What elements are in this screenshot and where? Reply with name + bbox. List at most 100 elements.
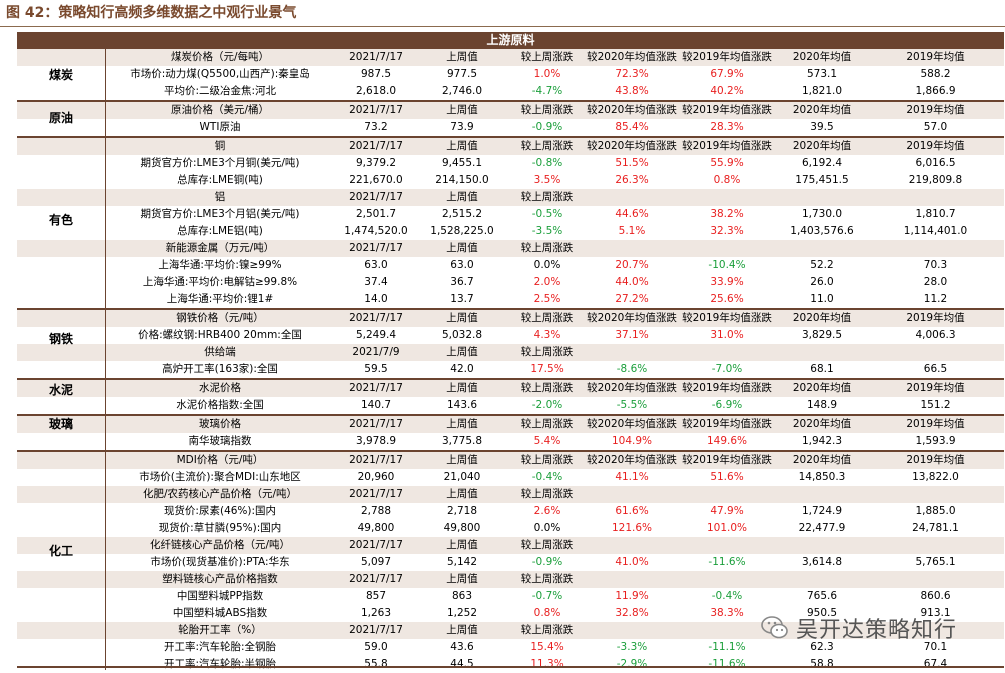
date-value: 2,501.7 (355, 208, 397, 220)
item-name: 中国塑料城PP指数 (176, 590, 264, 602)
item-name: 期货官方价:LME3个月铜(美元/吨) (140, 157, 300, 169)
vs-2019-change: 38.2% (710, 208, 744, 220)
vs-2020-change: 41.1% (615, 471, 649, 483)
table-row: 上海华通:平均价:电解钴≥99.8% 37.4 36.7 2.0% 44.0% 33.9%… (17, 274, 1004, 291)
title-rule (0, 26, 1005, 27)
avg-2019: 66.5 (923, 363, 948, 375)
vs-2020-change (587, 486, 677, 503)
table-header-row: 钢铁价格（元/吨） 2021/7/17 上周值 较上周涨跌 较2020年均值涨跌 较201… (17, 308, 1004, 327)
vs-2020-change: 85.4% (615, 121, 649, 133)
last-week: 5,032.8 (441, 329, 483, 341)
date-value: 2021/7/17 (349, 191, 403, 203)
vs-2019-change: -10.4% (708, 259, 746, 271)
last-week: 863 (451, 590, 473, 602)
wow-change: -0.9% (531, 556, 563, 568)
date-value: 2021/7/17 (349, 454, 403, 466)
wow-change: 较上周涨跌 (520, 573, 574, 585)
vs-2020-change (587, 537, 677, 554)
date-value: 1,474,520.0 (344, 225, 408, 237)
avg-2020: 2020年均值 (792, 140, 852, 152)
vs-2019-change: -6.9% (711, 399, 743, 411)
vs-2019-change: 0.8% (713, 174, 741, 186)
item-name: 南华玻璃指数 (188, 435, 252, 447)
table-header-row: 供给端 2021/7/9 上周值 较上周涨跌 (17, 344, 1004, 361)
last-week: 9,455.1 (441, 157, 483, 169)
avg-2019: 2019年均值 (906, 418, 965, 430)
vs-2020-change: 较2020年均值涨跌 (587, 418, 677, 430)
table-header-row: 铜 2021/7/17 上周值 较上周涨跌 较2020年均值涨跌 较2019年均值涨跌 20… (17, 136, 1004, 155)
date-value: 987.5 (360, 68, 392, 80)
item-name: 铜 (214, 140, 226, 152)
last-week: 3,775.8 (441, 435, 483, 447)
table-header-row: 化肥/农药核心产品价格（元/吨） 2021/7/17 上周值 较上周涨跌 (17, 486, 1004, 503)
vs-2019-change: 33.9% (710, 276, 744, 288)
vs-2019-change: 较2019年均值涨跌 (682, 51, 772, 63)
vs-2020-change: -2.9% (616, 658, 648, 670)
vs-2020-change (587, 240, 677, 257)
vs-2019-change: 149.6% (706, 435, 748, 447)
vs-2019-change: 32.3% (710, 225, 744, 237)
date-value: 857 (365, 590, 387, 602)
avg-2019: 2019年均值 (906, 382, 965, 394)
vs-2020-change: 较2020年均值涨跌 (587, 104, 677, 116)
last-week: 2,718 (446, 505, 478, 517)
table-row: 水泥价格指数:全国 140.7 143.6 -2.0% -5.5% -6.9% 148.9 1… (17, 397, 1004, 414)
table-header-row: 轮胎开工率（%） 2021/7/17 上周值 较上周涨跌 (17, 622, 1004, 639)
wow-change: 2.0% (533, 276, 561, 288)
wow-change: -4.7% (531, 85, 563, 97)
avg-2020: 22,477.9 (798, 522, 846, 534)
item-name: 现货价:尿素(46%):国内 (163, 505, 277, 517)
avg-2019: 1,866.9 (915, 85, 956, 97)
wow-change: -0.8% (531, 157, 563, 169)
watermark-text: 吴开达策略知行 (796, 618, 958, 643)
table-row: 上海华通:平均价:锂1# 14.0 13.7 2.5% 27.2% 25.6% 11.0 11… (17, 291, 1004, 308)
wechat-logo-icon (761, 616, 788, 639)
vs-2020-change: 26.3% (615, 174, 649, 186)
avg-2019: 24,781.1 (912, 522, 959, 534)
date-value: 2021/7/17 (349, 51, 403, 63)
table-row: 总库存:LME铜(吨) 221,670.0 214,150.0 3.5% 26.3% 0.… (17, 172, 1004, 189)
wow-change: 17.5% (530, 363, 564, 375)
vs-2020-change: 44.0% (615, 276, 649, 288)
wow-change: -0.9% (531, 121, 563, 133)
vs-2019-change: -7.0% (711, 363, 743, 375)
last-week: 43.6 (450, 641, 474, 653)
last-week: 36.7 (450, 276, 474, 288)
item-name: 煤炭价格（元/每吨） (170, 51, 270, 63)
avg-2019: 70.1 (923, 641, 948, 653)
avg-2019: 151.2 (920, 399, 951, 411)
last-week: 21,040 (443, 471, 481, 483)
date-value: 59.5 (364, 363, 388, 375)
avg-2019: 4,006.3 (915, 329, 956, 341)
table-row: 期货官方价:LME3个月铝(美元/吨) 2,501.7 2,515.2 -0.5% 44… (17, 206, 1004, 223)
avg-2020: 148.9 (806, 399, 838, 411)
wow-change: 0.8% (533, 607, 561, 619)
group-label: 有色 (48, 212, 73, 227)
avg-2020: 2020年均值 (792, 104, 852, 116)
item-name: 上海华通:平均价:电解钴≥99.8% (142, 276, 298, 288)
avg-2020 (777, 344, 867, 361)
avg-2019: 860.6 (920, 590, 951, 602)
item-name: 期货官方价:LME3个月铝(美元/吨) (140, 208, 300, 220)
last-week: 上周值 (446, 242, 478, 254)
vs-2020-change: 5.1% (618, 225, 646, 237)
last-week: 143.6 (446, 399, 478, 411)
avg-2020 (777, 571, 867, 588)
vs-2019-change: 55.9% (710, 157, 744, 169)
date-value: 63.0 (364, 259, 388, 271)
avg-2019: 2019年均值 (906, 140, 965, 152)
wow-change: -2.0% (531, 399, 563, 411)
group-label: 化工 (48, 544, 73, 558)
date-value: 140.7 (360, 399, 392, 411)
vs-2020-change: 121.6% (611, 522, 653, 534)
wow-change: 3.5% (533, 174, 561, 186)
item-name: 开工率:汽车轮胎:半钢胎 (163, 658, 277, 670)
item-name: 价格:螺纹钢:HRB400 20mm:全国 (138, 329, 302, 341)
last-week: 上周值 (446, 191, 478, 203)
last-week: 2,515.2 (441, 208, 483, 220)
last-week: 上周值 (446, 573, 478, 585)
table-header-row: 铝 2021/7/17 上周值 较上周涨跌 (17, 189, 1004, 206)
section-banner: 上游原料 (17, 32, 1004, 49)
item-name: 铝 (214, 191, 226, 203)
wow-change: 4.3% (533, 329, 561, 341)
